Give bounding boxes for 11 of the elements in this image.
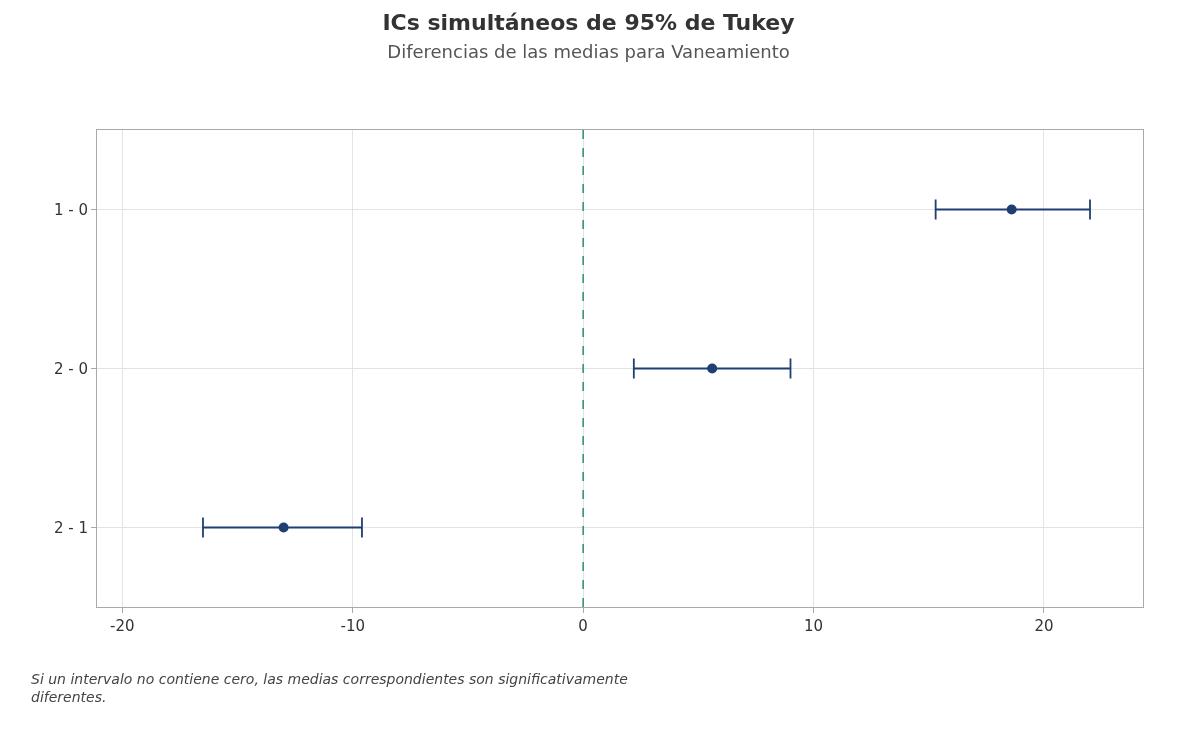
y-tick-label: 2 - 0: [53, 359, 88, 378]
text: Si un intervalo no contiene cero, las medias correspondientes son significativamente diferentes.: [31, 671, 628, 706]
x-tick-label: -10: [340, 617, 365, 635]
y-tick-label: 1 - 0: [53, 200, 88, 219]
x-tick-label: 0: [578, 617, 588, 635]
y-tick-label: 2 - 1: [53, 518, 88, 537]
x-tick-label: 20: [1034, 617, 1054, 635]
chart-subtitle: Diferencias de las medias para Vaneamiento: [387, 41, 790, 63]
x-tick-label: 10: [803, 617, 824, 635]
chart-title: ICs simultáneos de 95% de Tukey: [382, 9, 795, 35]
x-tick-label: -20: [110, 617, 135, 635]
